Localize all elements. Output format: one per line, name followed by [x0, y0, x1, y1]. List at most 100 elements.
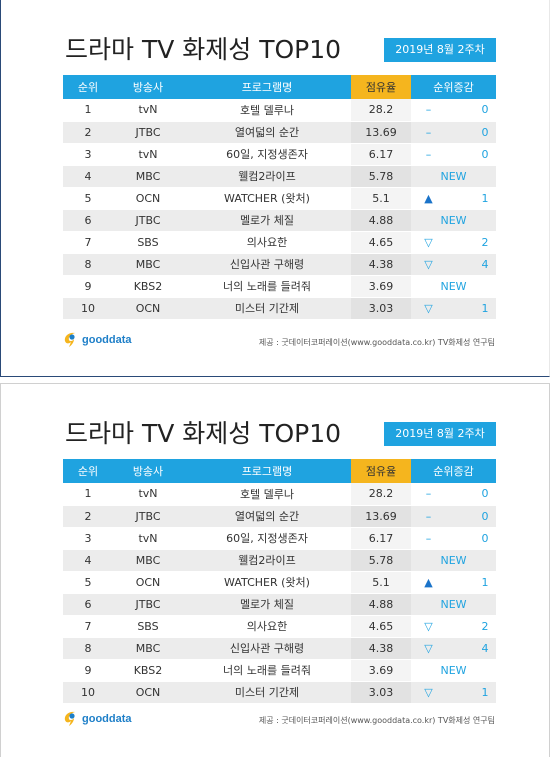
program-cell: 웰컴2라이프	[183, 165, 351, 188]
rank-change-value: 2	[481, 619, 489, 633]
table-row: 1 tvN 호텔 델루나 28.2–0	[63, 99, 496, 122]
rank-cell: 7	[63, 615, 113, 638]
rank-change-cell: ▽ 4	[411, 253, 496, 276]
rank-cell: 1	[63, 483, 113, 506]
share-cell: 4.88	[351, 209, 411, 232]
new-entry-label: NEW	[440, 553, 467, 567]
gooddata-logo-icon	[63, 710, 79, 728]
table-header-row: 순위 방송사 프로그램명 점유율 순위증감	[63, 459, 496, 483]
card-title: 드라마 TV 화제성 TOP10	[65, 35, 342, 64]
program-cell: 멜로가 체질	[183, 593, 351, 616]
table-row: 10 OCN 미스터 기간제 3.03 ▽ 1	[63, 681, 496, 704]
broadcaster-cell: SBS	[113, 615, 183, 638]
table-row: 5 OCN WATCHER (왓처) 5.1 ▲ 1	[63, 187, 496, 210]
no-change-icon: –	[425, 147, 432, 161]
broadcaster-cell: tvN	[113, 99, 183, 122]
share-cell: 28.2	[351, 483, 411, 506]
rank-change-value: 4	[481, 257, 489, 271]
rank-cell: 9	[63, 659, 113, 682]
program-cell: 웰컴2라이프	[183, 549, 351, 572]
ranking-table: 순위 방송사 프로그램명 점유율 순위증감 1 tvN 호텔 델루나 28.2–0 2 J…	[63, 459, 496, 704]
week-badge: 2019년 8월 2주차	[384, 422, 496, 446]
table-row: 9 KBS2 너의 노래를 들려줘 3.69 NEW	[63, 275, 496, 298]
table-header-row: 순위 방송사 프로그램명 점유율 순위증감	[63, 75, 496, 99]
rank-change-cell: ▽ 2	[411, 231, 496, 254]
rank-change-cell: NEW	[411, 659, 496, 682]
table-row: 1 tvN 호텔 델루나 28.2–0	[63, 483, 496, 506]
broadcaster-cell: MBC	[113, 165, 183, 188]
rank-change: –0	[419, 487, 489, 500]
table-row: 7 SBS 의사요한 4.65 ▽ 2	[63, 615, 496, 638]
rank-cell: 2	[63, 505, 113, 528]
rank-change: NEW	[419, 598, 489, 611]
program-cell: 열여덟의 순간	[183, 505, 351, 528]
header-broadcaster: 방송사	[113, 459, 183, 483]
gooddata-logo: gooddata	[63, 710, 132, 728]
broadcaster-cell: tvN	[113, 527, 183, 550]
share-cell: 5.78	[351, 549, 411, 572]
rank-change: –0	[419, 126, 489, 139]
table-row: 4 MBC 웰컴2라이프 5.78 NEW	[63, 165, 496, 188]
program-cell: WATCHER (왓처)	[183, 187, 351, 210]
rank-change: –0	[419, 148, 489, 161]
rank-change: NEW	[419, 664, 489, 677]
rank-cell: 7	[63, 231, 113, 254]
broadcaster-cell: KBS2	[113, 275, 183, 298]
rank-cell: 2	[63, 121, 113, 144]
rank-change-cell: ▲ 1	[411, 571, 496, 594]
share-cell: 5.78	[351, 165, 411, 188]
broadcaster-cell: JTBC	[113, 505, 183, 528]
table-row: 10 OCN 미스터 기간제 3.03 ▽ 1	[63, 297, 496, 320]
broadcaster-cell: JTBC	[113, 593, 183, 616]
table-row: 8 MBC 신입사관 구해령 4.38 ▽ 4	[63, 637, 496, 660]
broadcaster-cell: JTBC	[113, 121, 183, 144]
rank-cell: 4	[63, 165, 113, 188]
rank-cell: 6	[63, 593, 113, 616]
gooddata-logo-text: gooddata	[82, 713, 132, 725]
rank-change-value: 0	[481, 103, 489, 117]
rank-change-cell: –0	[411, 527, 496, 550]
rank-cell: 5	[63, 187, 113, 210]
rank-down-icon: ▽	[424, 301, 433, 315]
share-cell: 4.65	[351, 231, 411, 254]
table-row: 2 JTBC 열여덟의 순간 13.69–0	[63, 505, 496, 528]
rank-change: –0	[419, 532, 489, 545]
rank-change-cell: NEW	[411, 165, 496, 188]
rank-up-icon: ▲	[424, 191, 433, 205]
program-cell: 너의 노래를 들려줘	[183, 659, 351, 682]
rank-cell: 10	[63, 681, 113, 704]
rank-change-cell: ▽ 2	[411, 615, 496, 638]
program-cell: 멜로가 체질	[183, 209, 351, 232]
rank-change-value: 0	[481, 509, 489, 523]
broadcaster-cell: MBC	[113, 253, 183, 276]
program-cell: 60일, 지정생존자	[183, 143, 351, 166]
rank-cell: 8	[63, 637, 113, 660]
rank-change-cell: ▲ 1	[411, 187, 496, 210]
rank-change: ▽ 4	[419, 257, 489, 271]
table-row: 9 KBS2 너의 노래를 들려줘 3.69 NEW	[63, 659, 496, 682]
share-cell: 28.2	[351, 99, 411, 122]
share-cell: 6.17	[351, 527, 411, 550]
header-rank-change: 순위증감	[411, 75, 496, 99]
share-cell: 5.1	[351, 571, 411, 594]
header-rank: 순위	[63, 75, 113, 99]
header-program: 프로그램명	[183, 459, 351, 483]
program-cell: 의사요한	[183, 615, 351, 638]
broadcaster-cell: SBS	[113, 231, 183, 254]
gooddata-logo-text: gooddata	[82, 334, 132, 346]
broadcaster-cell: MBC	[113, 637, 183, 660]
rank-change-cell: –0	[411, 505, 496, 528]
broadcaster-cell: MBC	[113, 549, 183, 572]
rank-change-cell: NEW	[411, 209, 496, 232]
broadcaster-cell: OCN	[113, 571, 183, 594]
broadcaster-cell: OCN	[113, 297, 183, 320]
table-row: 3 tvN 60일, 지정생존자 6.17–0	[63, 143, 496, 166]
table-body: 1 tvN 호텔 델루나 28.2–0 2 JTBC 열여덟의 순간 13.69–0 3 tvN 6…	[63, 483, 496, 704]
program-cell: 60일, 지정생존자	[183, 527, 351, 550]
source-credit: 제공 : 굿데이터코퍼레이션(www.gooddata.co.kr) TV화제성…	[258, 716, 495, 725]
rank-down-icon: ▽	[424, 235, 433, 249]
rank-cell: 9	[63, 275, 113, 298]
rank-change-value: 0	[481, 487, 489, 501]
program-cell: 호텔 델루나	[183, 483, 351, 506]
share-cell: 4.88	[351, 593, 411, 616]
